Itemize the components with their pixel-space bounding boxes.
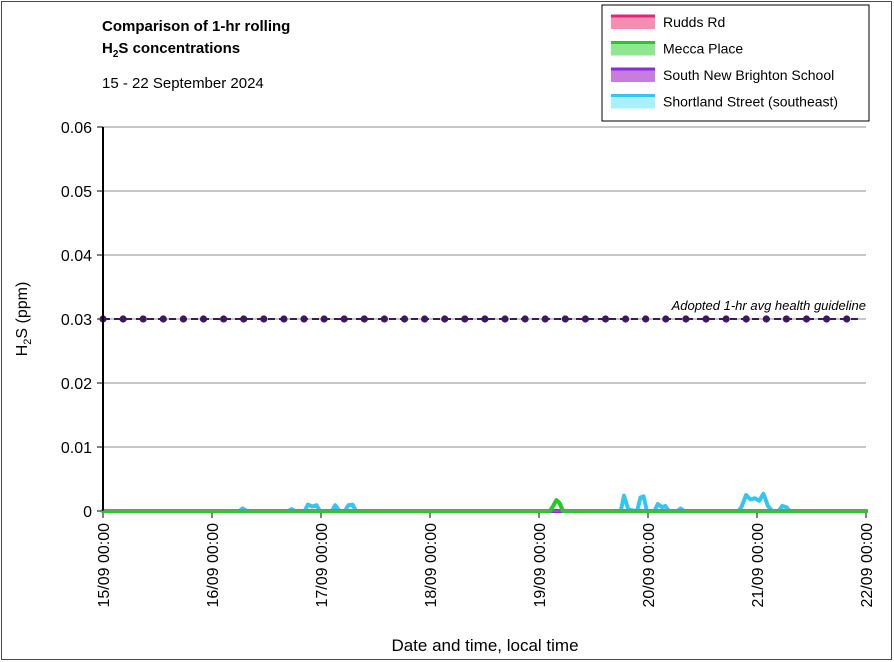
guideline-marker	[783, 315, 790, 322]
guideline-marker	[702, 315, 709, 322]
legend: Rudds Rd Mecca Place South New Brighton Sc…	[602, 5, 869, 121]
x-tick-label: 20/09 00:00	[641, 523, 658, 608]
guideline-marker	[763, 315, 770, 322]
guideline-marker	[803, 315, 810, 322]
guideline-marker	[481, 315, 488, 322]
guideline-marker	[160, 315, 167, 322]
guideline-marker	[582, 315, 589, 322]
y-tick-label: 0	[83, 504, 92, 521]
guideline-marker	[240, 315, 247, 322]
series-lines	[103, 494, 866, 511]
y-tick-label: 0.06	[61, 120, 92, 137]
y-axis-label: H2S (ppm)	[14, 282, 34, 357]
guideline-marker	[461, 315, 468, 322]
x-axis-label: Date and time, local time	[391, 636, 578, 655]
guideline-marker	[662, 315, 669, 322]
guideline-marker	[180, 315, 187, 322]
legend-label-mecca: Mecca Place	[663, 41, 743, 57]
guideline-label: Adopted 1-hr avg health guideline	[671, 298, 866, 313]
guideline-marker	[562, 315, 569, 322]
series-line-shortland	[103, 494, 866, 511]
y-tick-label: 0.01	[61, 440, 92, 457]
x-tick-label: 16/09 00:00	[205, 523, 222, 608]
legend-label-snb: South New Brighton School	[663, 67, 834, 83]
guideline-marker	[501, 315, 508, 322]
guideline-marker	[622, 315, 629, 322]
guideline-marker	[602, 315, 609, 322]
legend-label-rudds: Rudds Rd	[663, 14, 725, 30]
guideline-marker	[421, 315, 428, 322]
guideline-marker	[140, 315, 147, 322]
guideline-marker	[220, 315, 227, 322]
y-tick-label: 0.05	[61, 184, 92, 201]
x-tick-label: 22/09 00:00	[859, 523, 876, 608]
series-line-mecca	[103, 500, 866, 511]
gridlines	[103, 127, 866, 447]
y-tick-label: 0.03	[61, 312, 92, 329]
guideline-marker	[823, 315, 830, 322]
x-tick-label: 19/09 00:00	[532, 523, 549, 608]
guideline-marker	[522, 315, 529, 322]
x-tick-label: 21/09 00:00	[750, 523, 767, 608]
guideline-marker	[843, 315, 850, 322]
guideline-marker	[642, 315, 649, 322]
guideline-marker	[441, 315, 448, 322]
x-tick-label: 17/09 00:00	[314, 523, 331, 608]
y-axis-ticks: 0 0.01 0.02 0.03 0.04 0.05 0.06	[61, 120, 103, 521]
guideline-marker	[120, 315, 127, 322]
x-tick-label: 18/09 00:00	[423, 523, 440, 608]
y-tick-label: 0.04	[61, 248, 92, 265]
guideline-marker	[300, 315, 307, 322]
guideline-marker	[260, 315, 267, 322]
guideline-marker	[341, 315, 348, 322]
guideline-marker	[381, 315, 388, 322]
guideline-marker	[361, 315, 368, 322]
guideline-marker	[200, 315, 207, 322]
x-tick-label: 15/09 00:00	[96, 523, 113, 608]
guideline-marker	[542, 315, 549, 322]
guideline-marker	[280, 315, 287, 322]
x-axis-ticks: 15/09 00:00 16/09 00:00 17/09 00:00 18/09 0…	[96, 511, 876, 608]
y-tick-label: 0.02	[61, 376, 92, 393]
legend-label-shortland: Shortland Street (southeast)	[663, 94, 838, 110]
guideline-marker	[321, 315, 328, 322]
guideline-marker	[401, 315, 408, 322]
guideline-marker	[723, 315, 730, 322]
guideline-marker	[682, 315, 689, 322]
guideline-marker	[743, 315, 750, 322]
